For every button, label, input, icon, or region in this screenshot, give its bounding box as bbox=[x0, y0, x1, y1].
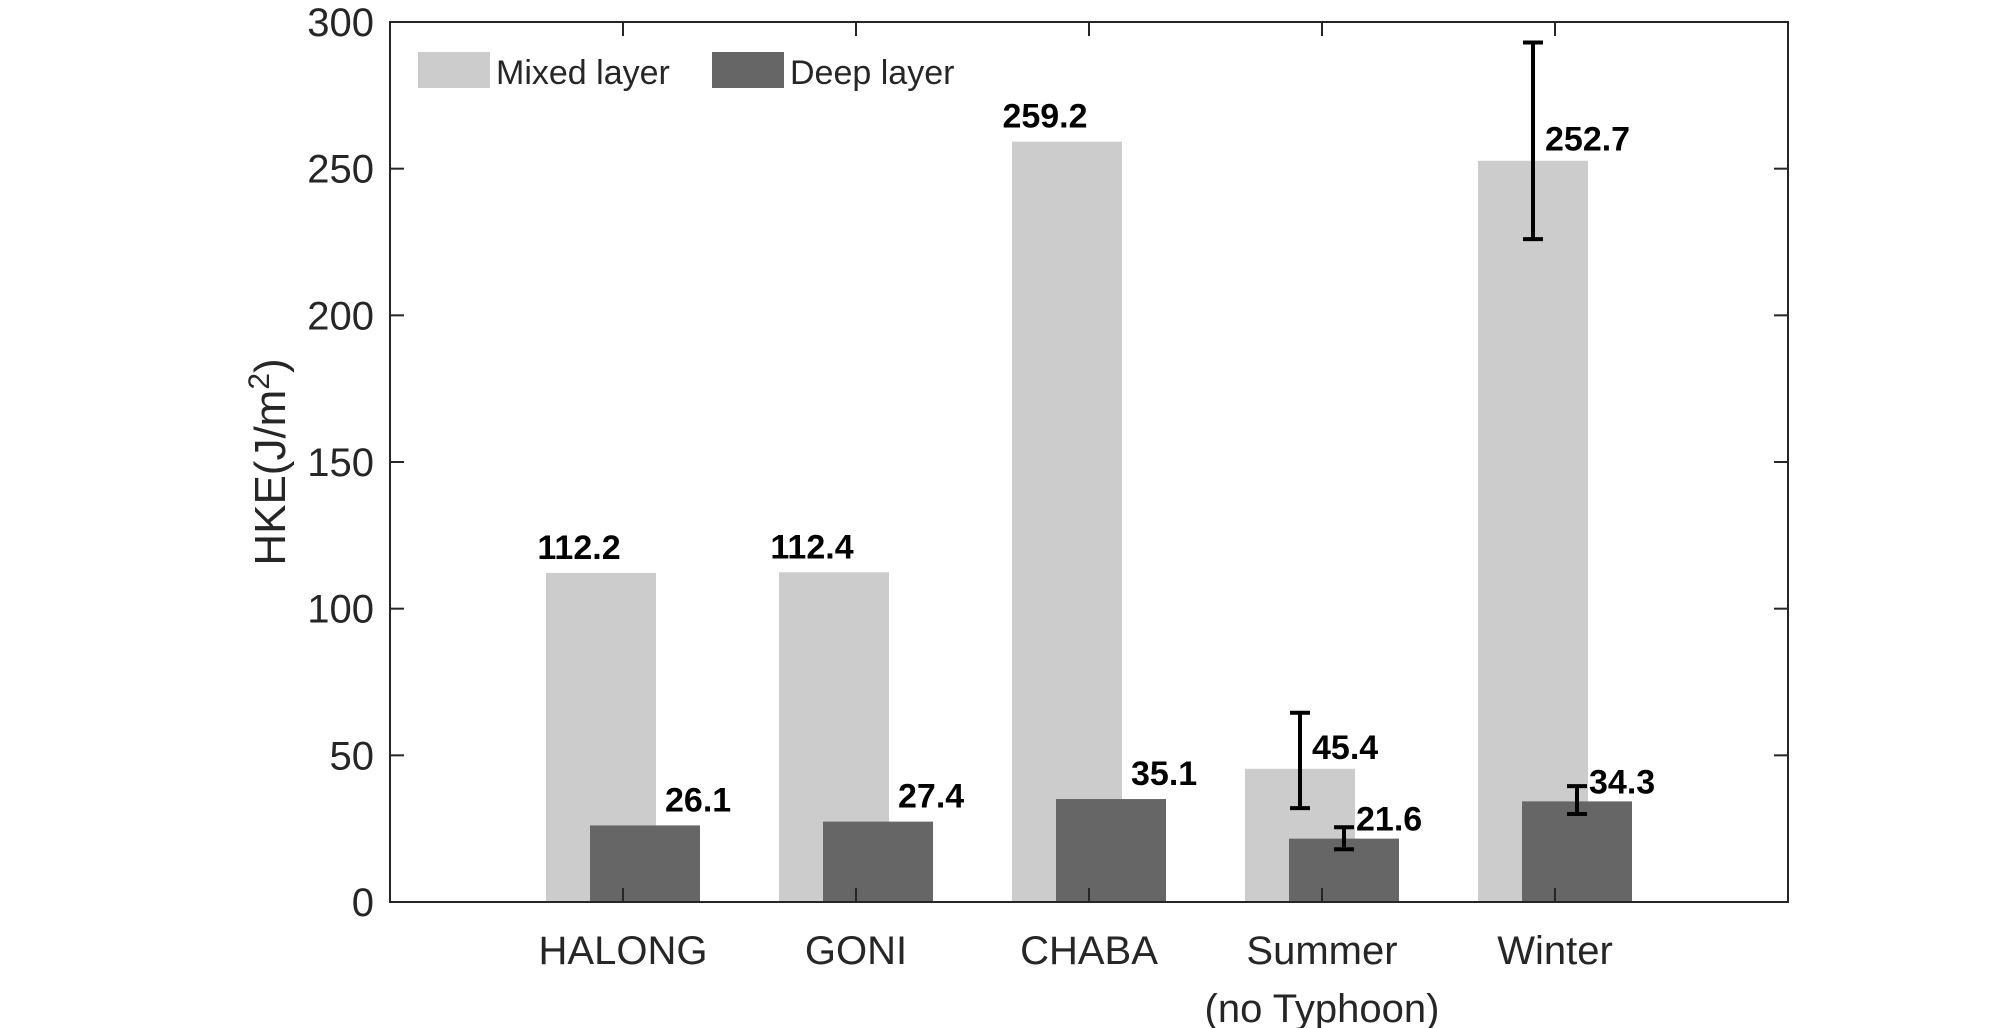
legend-swatch bbox=[712, 52, 784, 88]
y-tick-label: 200 bbox=[307, 294, 374, 338]
y-tick-label: 250 bbox=[307, 148, 374, 192]
error-bar bbox=[1334, 825, 1354, 852]
error-bar bbox=[1523, 40, 1543, 242]
x-tick-label: Summer bbox=[1246, 929, 1397, 973]
deep-layer-value-label: 21.6 bbox=[1356, 801, 1422, 839]
x-ticks-layer: HALONG GONI CHABA Summer (no Typhoon) Winter bbox=[539, 22, 1613, 1028]
error-bar bbox=[1567, 784, 1587, 816]
deep-layer-value-label: 35.1 bbox=[1131, 755, 1197, 793]
bars-layer bbox=[546, 141, 1632, 902]
mixed-layer-value-label: 45.4 bbox=[1312, 729, 1378, 767]
mixed-layer-bar bbox=[1012, 141, 1122, 902]
mixed-layer-value-label: 112.2 bbox=[537, 529, 620, 567]
y-tick-label: 150 bbox=[307, 441, 374, 485]
y-axis-label-close: ) bbox=[246, 358, 295, 373]
mixed-layer-bar bbox=[1478, 160, 1588, 902]
y-tick-label: 0 bbox=[352, 881, 374, 925]
deep-layer-value-label: 27.4 bbox=[898, 778, 964, 816]
y-axis-label-main: HKE(J/m bbox=[246, 390, 295, 566]
y-tick-label: 100 bbox=[307, 588, 374, 632]
deep-layer-value-label: 26.1 bbox=[665, 781, 731, 819]
y-tick-label: 50 bbox=[330, 734, 375, 778]
legend-label: Mixed layer bbox=[496, 54, 670, 92]
errorbars-layer bbox=[1290, 40, 1587, 852]
legend: Mixed layer Deep layer bbox=[418, 52, 954, 92]
error-bar bbox=[1290, 710, 1310, 811]
legend-label: Deep layer bbox=[790, 54, 954, 92]
data-labels-layer: 112.2 112.4 259.2 45.4 252.7 26.1 27.4 35.1 21.6… bbox=[537, 98, 1655, 839]
y-tick-label: 300 bbox=[307, 1, 374, 45]
y-axis-label: HKE(J/m2) bbox=[243, 358, 295, 565]
legend-item-mixed-layer: Mixed layer bbox=[418, 52, 670, 92]
y-ticks-layer: 0 50 100 150 200 250 300 bbox=[307, 1, 1788, 925]
x-tick-label: GONI bbox=[805, 929, 907, 973]
mixed-layer-value-label: 259.2 bbox=[1002, 98, 1087, 136]
mixed-layer-value-label: 112.4 bbox=[770, 528, 853, 566]
deep-layer-bar bbox=[1056, 799, 1166, 902]
x-tick-label: Winter bbox=[1497, 929, 1613, 973]
legend-item-deep-layer: Deep layer bbox=[712, 52, 954, 92]
deep-layer-value-label: 34.3 bbox=[1589, 763, 1655, 801]
y-axis-label-superscript: 2 bbox=[243, 373, 276, 390]
x-tick-label: CHABA bbox=[1020, 929, 1158, 973]
x-tick-label: HALONG bbox=[539, 929, 708, 973]
deep-layer-bar bbox=[823, 821, 933, 902]
deep-layer-bar bbox=[1522, 801, 1632, 902]
deep-layer-bar bbox=[590, 825, 700, 902]
mixed-layer-value-label: 252.7 bbox=[1545, 121, 1630, 159]
x-tick-label: (no Typhoon) bbox=[1205, 987, 1440, 1028]
legend-swatch bbox=[418, 52, 490, 88]
